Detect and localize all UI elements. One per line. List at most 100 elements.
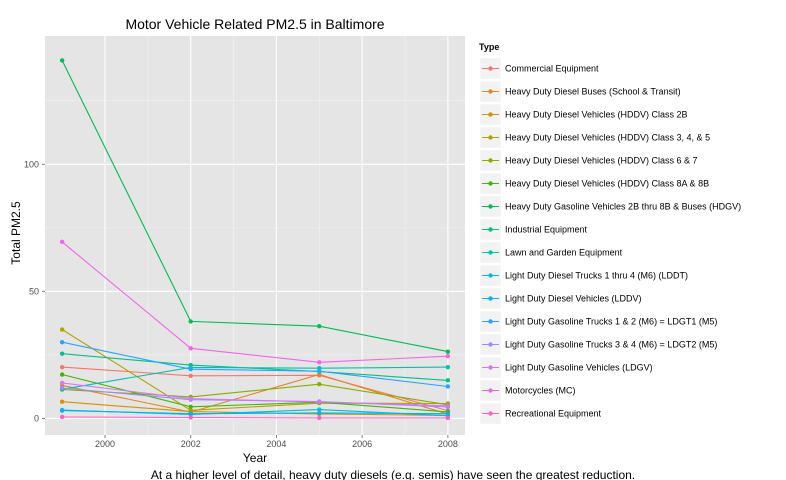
x-tick-label: 2000 xyxy=(95,439,115,449)
data-point xyxy=(317,381,322,387)
chart-title: Motor Vehicle Related PM2.5 in Baltimore xyxy=(125,16,384,32)
data-point xyxy=(317,407,322,412)
series-line xyxy=(61,60,449,353)
data-point xyxy=(445,403,451,408)
legend-key-point xyxy=(488,135,493,140)
data-point xyxy=(445,354,451,359)
data-point xyxy=(188,319,193,324)
y-axis-title: Total PM2.5 xyxy=(9,201,23,265)
data-point xyxy=(188,404,193,409)
data-point xyxy=(445,411,451,416)
data-point xyxy=(59,385,65,391)
legend-key-point xyxy=(488,204,493,209)
legend-label: Heavy Duty Diesel Vehicles (HDDV) Class … xyxy=(505,179,709,189)
data-point xyxy=(59,327,65,332)
legend-key-point xyxy=(488,250,493,255)
series-line xyxy=(62,382,448,407)
series-group xyxy=(59,340,451,389)
legend-key-point xyxy=(488,319,493,324)
data-point xyxy=(59,380,65,386)
data-point xyxy=(59,399,65,404)
legend-label: Recreational Equipment xyxy=(505,409,602,419)
legend-key-point xyxy=(488,388,493,393)
series-line xyxy=(62,416,448,419)
data-point xyxy=(188,366,193,372)
series-line xyxy=(62,366,449,412)
data-point xyxy=(188,373,193,378)
data-point xyxy=(59,408,65,413)
data-point xyxy=(59,372,65,377)
legend-label: Industrial Equipment xyxy=(505,225,588,235)
legend-key-point xyxy=(488,342,493,347)
data-point xyxy=(59,364,65,370)
data-point xyxy=(317,324,322,329)
data-point xyxy=(188,396,193,401)
series-line xyxy=(62,383,448,406)
data-point xyxy=(188,411,193,416)
series-line xyxy=(61,341,448,388)
y-tick-label: 50 xyxy=(29,286,39,296)
legend-key-point xyxy=(488,158,493,163)
series-group xyxy=(59,58,451,354)
legend-label: Light Duty Diesel Trucks 1 thru 4 (M6) (… xyxy=(505,271,688,281)
x-tick-label: 2004 xyxy=(266,439,286,449)
series-line xyxy=(61,241,448,363)
legend-label: Heavy Duty Diesel Vehicles (HDDV) Class … xyxy=(505,156,698,166)
data-point xyxy=(445,349,451,354)
legend-key-point xyxy=(488,365,493,370)
data-point xyxy=(188,408,193,413)
data-point xyxy=(317,360,322,365)
legend-label: Light Duty Diesel Vehicles (LDDV) xyxy=(505,294,642,304)
data-point xyxy=(317,415,322,421)
legend-label: Light Duty Gasoline Trucks 1 & 2 (M6) = … xyxy=(505,317,717,327)
legend: Type Commercial Equipment Heavy Duty Dies… xyxy=(479,42,741,425)
series-line xyxy=(62,366,448,390)
legend-label: Heavy Duty Gasoline Vehicles 2B thru 8B … xyxy=(505,202,741,212)
data-point xyxy=(59,414,65,420)
series-lines xyxy=(59,58,451,421)
data-point xyxy=(445,384,451,389)
series-group xyxy=(59,414,451,421)
x-tick-label: 2002 xyxy=(181,439,201,449)
legend-label: Light Duty Gasoline Trucks 3 & 4 (M6) = … xyxy=(505,340,717,350)
axis-ticks: 2000 2002 2004 2006 2008 0 50 100 xyxy=(24,159,458,449)
data-point xyxy=(59,340,65,345)
legend-key-point xyxy=(488,66,493,71)
series-group xyxy=(59,239,451,365)
data-point xyxy=(317,399,322,405)
grid-lines xyxy=(45,36,465,435)
series-line xyxy=(62,410,448,415)
legend-label: Lawn and Garden Equipment xyxy=(505,248,623,258)
data-point xyxy=(188,415,193,420)
legend-label: Motorcycles (MC) xyxy=(505,386,576,396)
data-point xyxy=(59,58,65,63)
legend-key-point xyxy=(488,296,493,301)
legend-key-point xyxy=(488,89,493,94)
data-point xyxy=(317,365,322,371)
legend-title: Type xyxy=(479,42,499,52)
legend-key-point xyxy=(488,181,493,186)
data-point xyxy=(445,415,451,421)
legend-label: Heavy Duty Diesel Vehicles (HDDV) Class … xyxy=(505,133,710,143)
data-point xyxy=(59,351,65,356)
data-point xyxy=(317,369,322,374)
legend-key-point xyxy=(488,227,493,232)
data-point xyxy=(445,364,451,370)
x-axis-title: Year xyxy=(243,451,267,465)
legend-label: Light Duty Gasoline Vehicles (LDGV) xyxy=(505,363,653,373)
series-group xyxy=(59,380,451,408)
y-tick-label: 100 xyxy=(24,159,39,169)
legend-key-point xyxy=(488,273,493,278)
x-tick-label: 2008 xyxy=(438,439,458,449)
series-group xyxy=(59,408,451,416)
data-point xyxy=(188,346,193,351)
data-point xyxy=(317,372,322,377)
y-tick-label: 0 xyxy=(34,413,39,423)
data-point xyxy=(317,410,322,416)
data-point xyxy=(445,378,451,383)
legend-key-point xyxy=(488,112,493,117)
legend-key-point xyxy=(488,411,493,416)
legend-label: Heavy Duty Diesel Buses (School & Transi… xyxy=(505,87,681,97)
legend-label: Commercial Equipment xyxy=(505,64,599,74)
